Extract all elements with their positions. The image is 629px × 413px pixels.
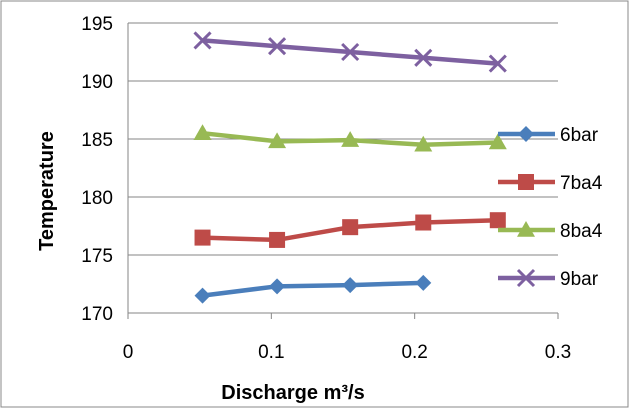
legend-label: 7ba4 (560, 173, 603, 194)
data-point (269, 231, 286, 248)
data-point (488, 133, 507, 150)
data-point (342, 277, 359, 294)
series-7ba4 (194, 212, 506, 248)
data-point (193, 31, 212, 50)
x-axis-label: Discharge m³/s (221, 382, 364, 404)
series-6bar (194, 274, 432, 304)
data-point (341, 42, 360, 62)
y-axis-label: Temperature (36, 131, 58, 251)
data-point (415, 274, 432, 291)
data-point (489, 212, 506, 229)
data-point (342, 219, 359, 236)
data-point (268, 37, 287, 56)
legend-label: 6bar (560, 125, 599, 146)
y-tick-label: 175 (81, 246, 113, 267)
series-line (202, 280, 424, 298)
legend-label: 8ba4 (560, 221, 603, 242)
series-9bar (193, 31, 507, 73)
data-point (341, 131, 360, 147)
data-point (415, 214, 432, 231)
legend: 6bar 7ba4 8ba4 9bar (498, 125, 603, 290)
y-tick-label: 170 (81, 304, 113, 325)
y-tick-label: 180 (81, 188, 113, 209)
data-point (194, 229, 211, 246)
legend-item: 6bar (498, 125, 599, 146)
data-point (193, 124, 212, 140)
data-point (194, 287, 211, 304)
data-point (414, 135, 433, 152)
data-point (269, 278, 286, 295)
legend-item: 8ba4 (498, 221, 603, 242)
y-tick-label: 195 (81, 14, 113, 35)
legend-marker (518, 174, 534, 190)
legend-label: 9bar (560, 269, 599, 290)
legend-item: 9bar (498, 268, 599, 290)
x-tick-label: 0.2 (401, 342, 427, 363)
data-point (488, 54, 507, 73)
y-tick-label: 190 (81, 72, 113, 93)
x-tick-label: 0.1 (258, 342, 284, 363)
series-8ba4 (193, 124, 507, 152)
legend-item: 7ba4 (498, 173, 603, 194)
y-tick-label: 185 (81, 130, 113, 151)
axes: 170 175 180 185 190 195 0 0.1 0.2 0.3 (81, 14, 571, 363)
x-tick-label: 0 (123, 342, 134, 363)
legend-marker (518, 126, 534, 142)
legend-marker (517, 221, 535, 237)
series-group (193, 31, 507, 304)
legend-marker (516, 268, 536, 288)
x-tick-label: 0.3 (545, 342, 571, 363)
data-point (414, 48, 433, 67)
data-point (268, 132, 287, 149)
